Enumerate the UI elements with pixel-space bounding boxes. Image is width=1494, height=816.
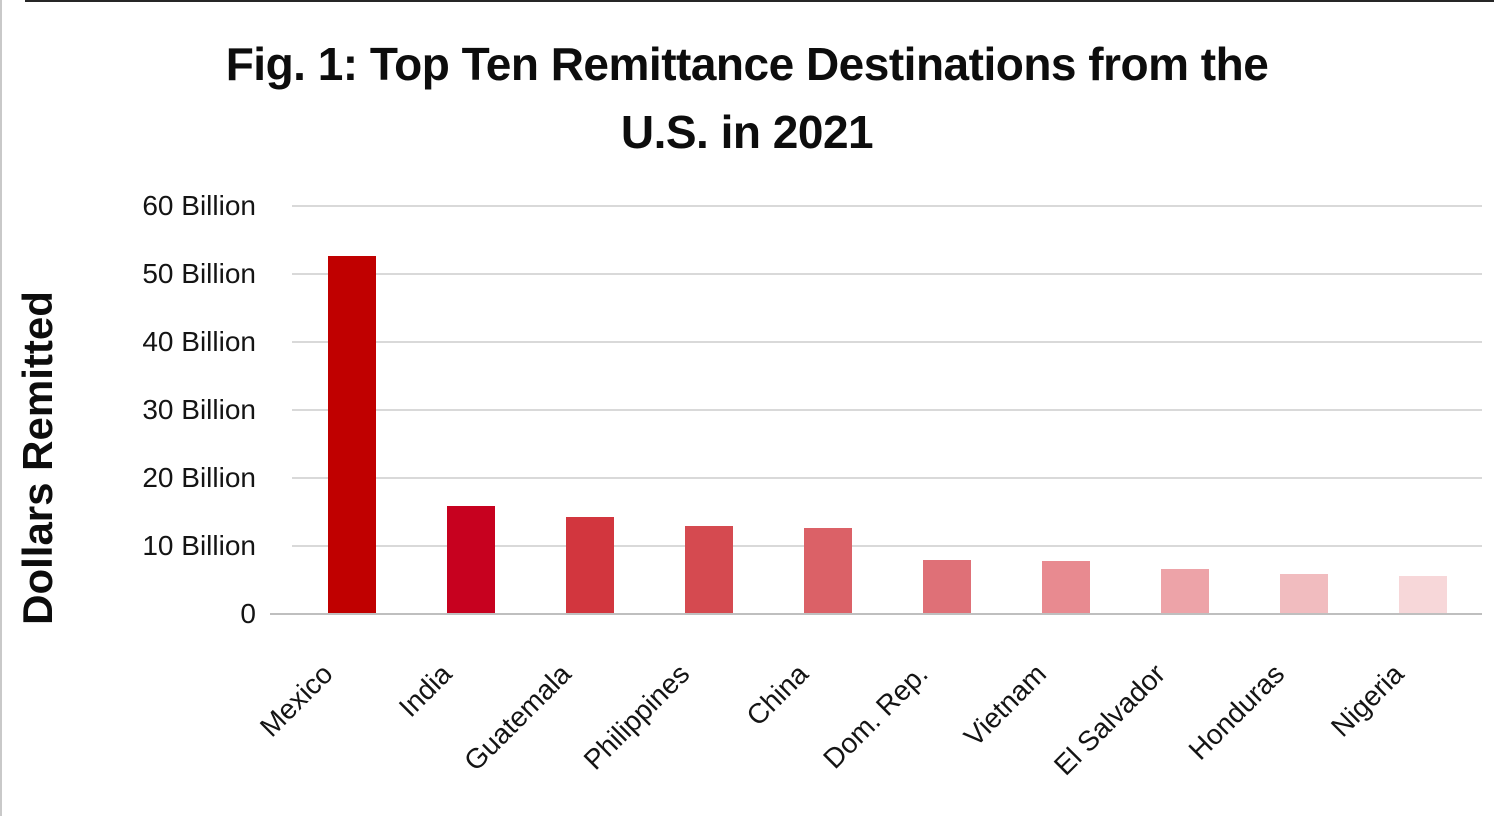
gridline-30-billion: [292, 409, 1482, 411]
y-tick-label-10-billion: 10 Billion: [142, 530, 256, 561]
gridline-10-billion: [292, 545, 1482, 547]
x-label-vietnam: Vietnam: [958, 658, 1053, 753]
bar-mexico: [328, 256, 376, 614]
chart-title-line2: U.S. in 2021: [620, 106, 874, 158]
x-label-mexico: Mexico: [253, 658, 339, 743]
x-label-honduras: Honduras: [1182, 658, 1291, 766]
bar-vietnam: [1042, 561, 1090, 614]
bar-china: [804, 528, 852, 614]
bar-india: [447, 506, 495, 614]
x-label-el-salvador: El Salvador: [1048, 658, 1172, 782]
bar-nigeria: [1399, 576, 1447, 614]
x-label-china: China: [740, 658, 815, 732]
y-tick-label-20-billion: 20 Billion: [142, 462, 256, 493]
gridline-60-billion: [292, 205, 1482, 207]
plot-area: [270, 205, 1482, 615]
x-label-nigeria: Nigeria: [1324, 658, 1410, 743]
bar-guatemala: [566, 517, 614, 614]
x-label-guatemala: Guatemala: [457, 658, 577, 777]
y-tick-label-0: 0: [240, 598, 256, 629]
bar-el-salvador: [1161, 569, 1209, 614]
x-label-dom-rep: Dom. Rep.: [816, 658, 934, 775]
screenshot-top-edge-line: [25, 0, 1494, 2]
bar-dom-rep: [923, 560, 971, 614]
x-label-philippines: Philippines: [577, 658, 696, 776]
x-label-india: India: [392, 658, 458, 723]
y-tick-label-50-billion: 50 Billion: [142, 258, 256, 289]
bar-philippines: [685, 526, 733, 614]
y-tick-label-30-billion: 30 Billion: [142, 394, 256, 425]
chart-title-line1: Fig. 1: Top Ten Remittance Destinations …: [225, 38, 1269, 90]
gridline-40-billion: [292, 341, 1482, 343]
bar-honduras: [1280, 574, 1328, 614]
chart-title: Fig. 1: Top Ten Remittance Destinations …: [0, 30, 1494, 166]
y-tick-label-40-billion: 40 Billion: [142, 326, 256, 357]
gridline-20-billion: [292, 477, 1482, 479]
gridline-50-billion: [292, 273, 1482, 275]
y-tick-label-60-billion: 60 Billion: [142, 190, 256, 221]
screenshot-left-edge-line: [0, 0, 2, 816]
x-axis-line: [270, 613, 1482, 615]
